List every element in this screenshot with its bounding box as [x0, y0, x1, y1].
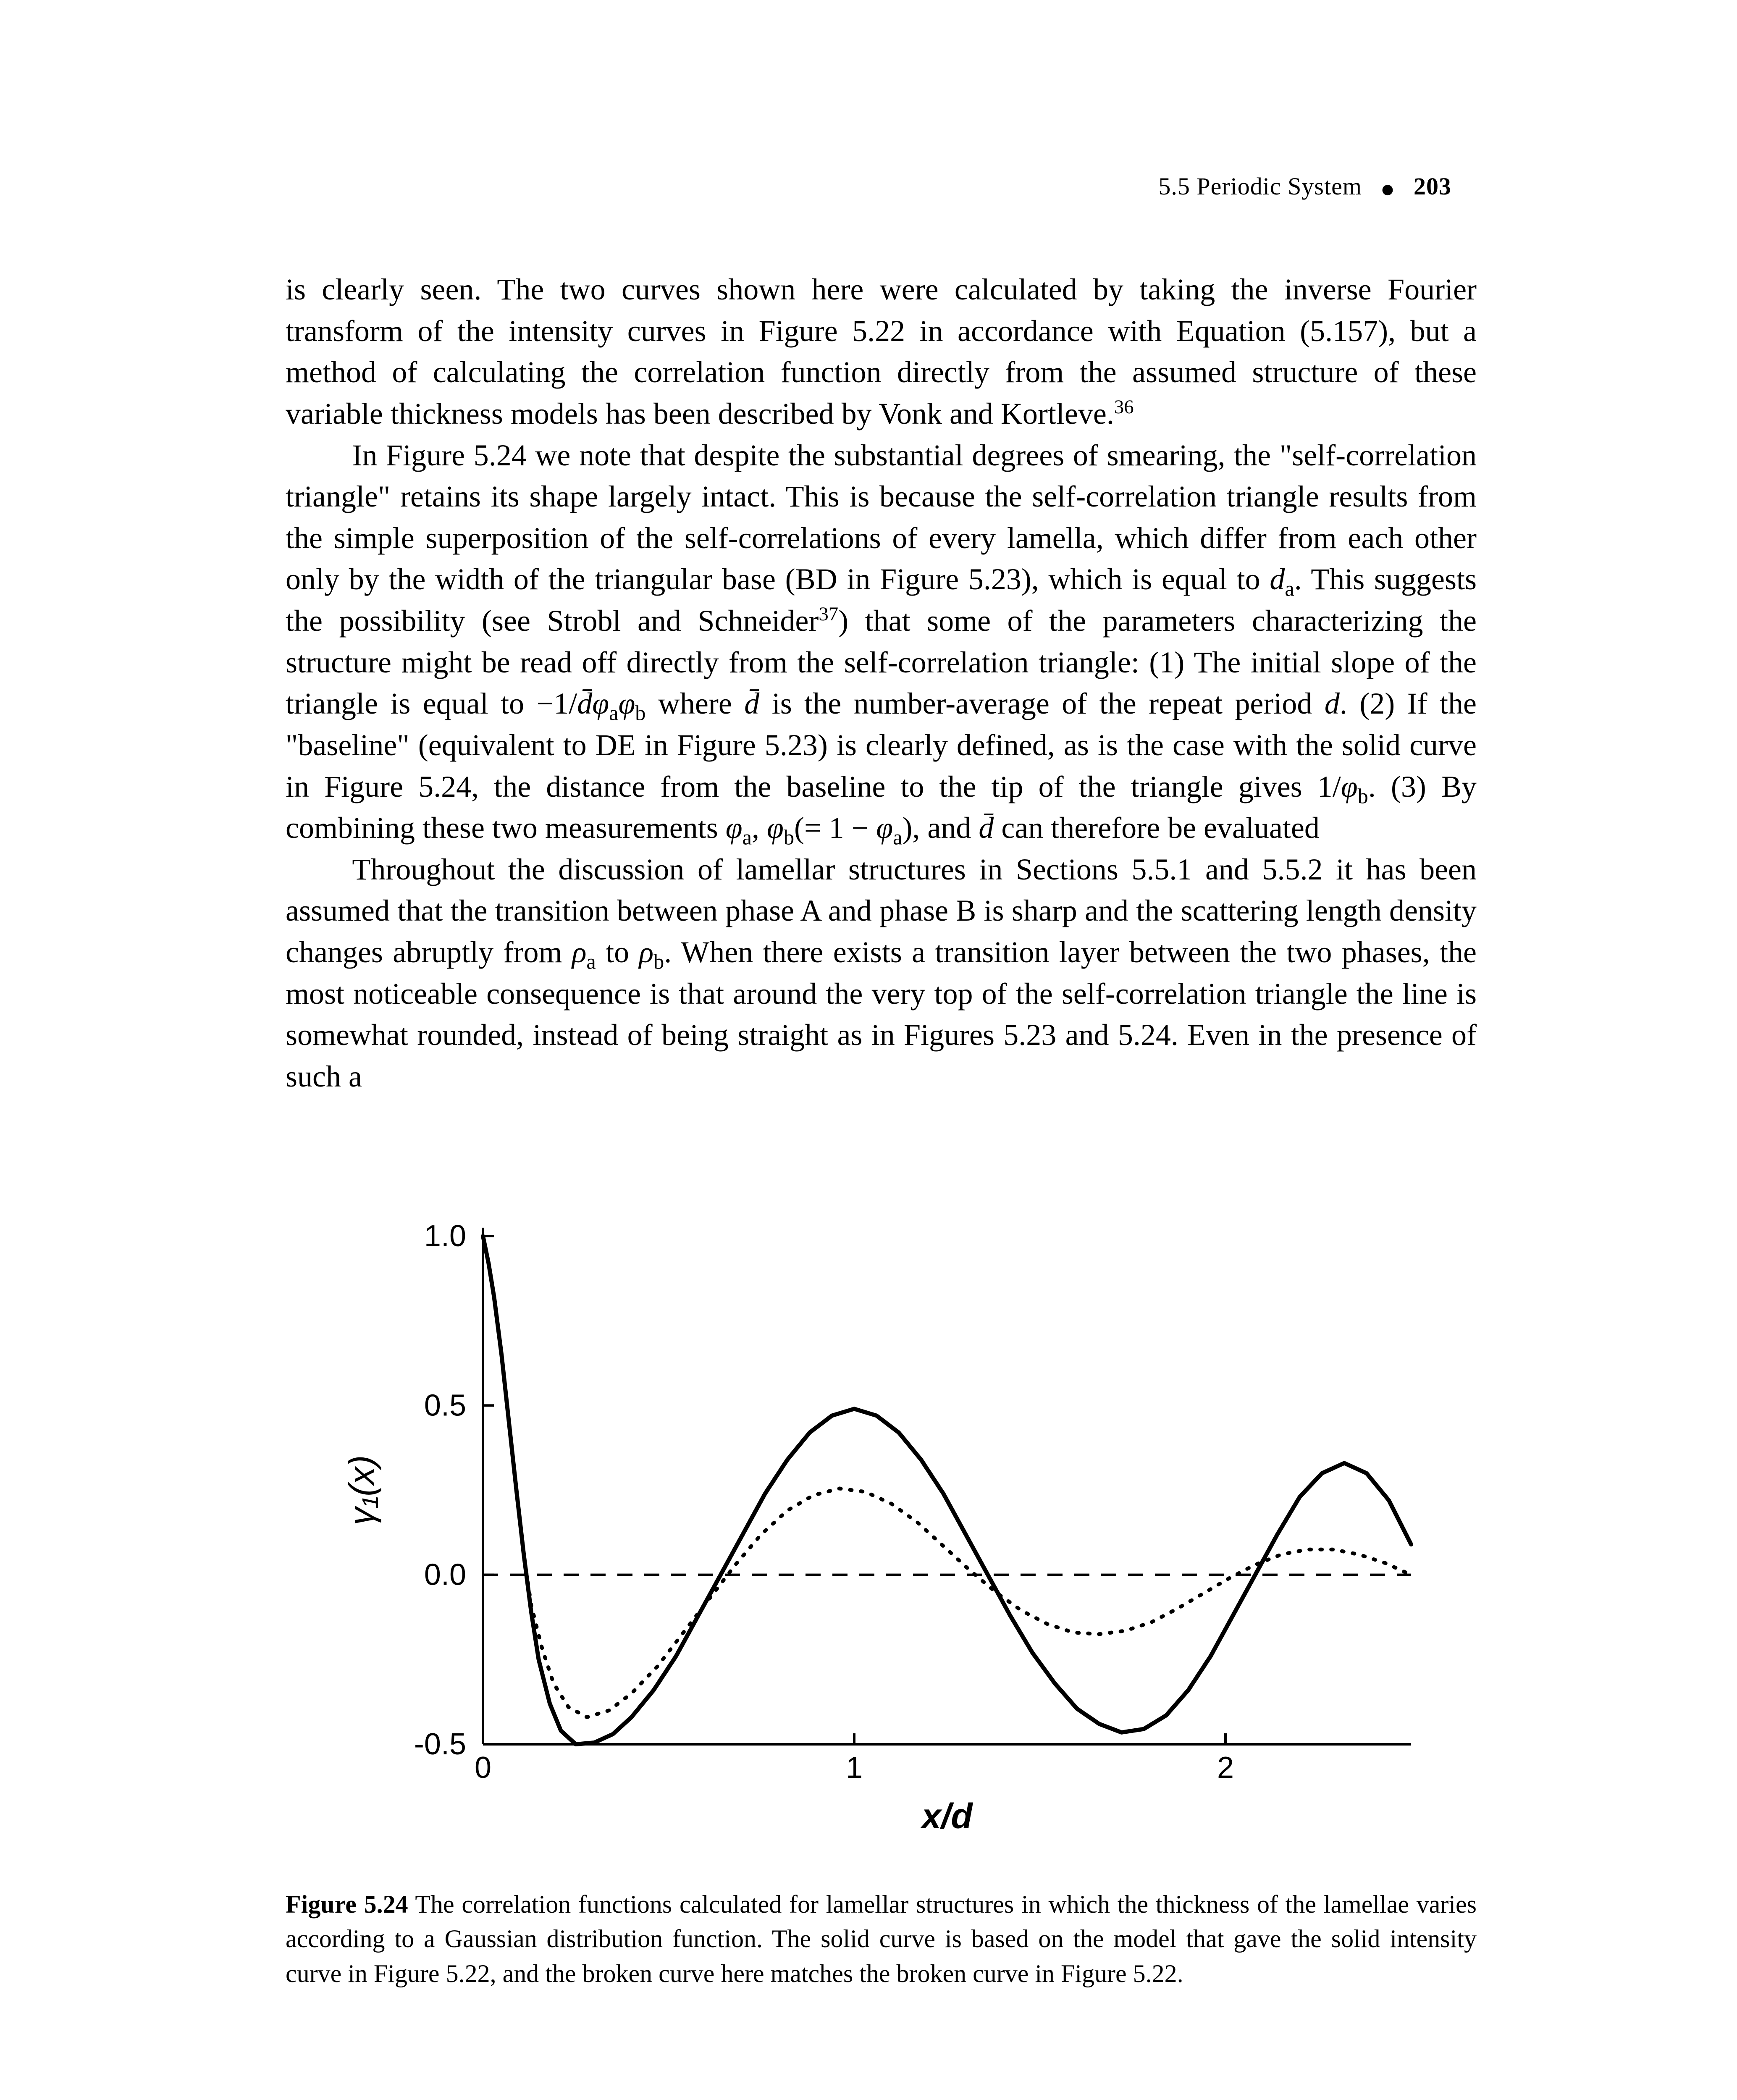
- p2d: where: [646, 687, 745, 720]
- running-header: 5.5 Periodic System ● 203: [1158, 172, 1451, 203]
- ref-36: 36: [1114, 396, 1134, 418]
- figure-caption: Figure 5.24 The correlation functions ca…: [286, 1887, 1477, 1991]
- sym-phib2: φ: [1341, 770, 1358, 803]
- sym-phia2: φ: [726, 811, 743, 845]
- para1-text: is clearly seen. The two curves shown he…: [286, 273, 1477, 430]
- sym-phia1-sub: a: [609, 701, 618, 725]
- ref-37: 37: [819, 603, 838, 625]
- sym-phib1-sub: b: [635, 701, 645, 725]
- p2e: is the number-average of the repeat peri…: [759, 687, 1325, 720]
- svg-text:1: 1: [846, 1751, 863, 1785]
- sym-rhoa-sub: a: [586, 950, 596, 973]
- sym-rhob-sub: b: [653, 950, 664, 973]
- svg-text:-0.5: -0.5: [414, 1727, 466, 1761]
- p3b: to: [596, 935, 639, 969]
- svg-text:2: 2: [1217, 1751, 1234, 1785]
- paragraph-1: is clearly seen. The two curves shown he…: [286, 269, 1477, 435]
- sym-phib2-sub: b: [1358, 784, 1368, 808]
- correlation-chart: 0 1 2 -0.5 0.0 0.5 1.0 x/d γ₁(x): [336, 1190, 1449, 1870]
- sym-phia3-sub: a: [893, 826, 902, 849]
- bullet-icon: ●: [1380, 175, 1395, 203]
- figure-caption-text: The correlation functions calculated for…: [286, 1890, 1477, 1988]
- page: 5.5 Periodic System ● 203 is clearly see…: [0, 0, 1737, 2100]
- sym-phib3-sub: b: [784, 826, 794, 849]
- svg-text:x/d: x/d: [920, 1796, 973, 1836]
- sym-phia2-sub: a: [743, 826, 752, 849]
- svg-text:1.0: 1.0: [424, 1219, 466, 1253]
- body-text: is clearly seen. The two curves shown he…: [286, 269, 1477, 1097]
- svg-text:0.0: 0.0: [424, 1558, 466, 1591]
- sym-rhob: ρ: [639, 935, 653, 969]
- sym-phib3: φ: [767, 811, 784, 845]
- section-title: 5.5 Periodic System: [1158, 173, 1362, 200]
- sym-dbar1: d̄: [577, 687, 592, 720]
- sym-da-sub: a: [1285, 577, 1294, 601]
- sym-d: d: [1325, 687, 1340, 720]
- svg-text:0.5: 0.5: [424, 1389, 466, 1422]
- sym-rhoa: ρ: [572, 935, 587, 969]
- paragraph-2: In Figure 5.24 we note that despite the …: [286, 435, 1477, 849]
- svg-text:γ₁(x): γ₁(x): [342, 1455, 381, 1525]
- p2j: ), and: [902, 811, 979, 845]
- sym-dbar3: d̄: [979, 811, 994, 845]
- sym-phia3: φ: [876, 811, 893, 845]
- page-number: 203: [1414, 173, 1451, 200]
- sym-phia1: φ: [592, 687, 609, 720]
- sym-da: d: [1270, 562, 1285, 596]
- sym-dbar2: d̄: [744, 687, 759, 720]
- figure-number: Figure 5.24: [286, 1890, 408, 1918]
- p2i: (= 1 −: [794, 811, 876, 845]
- p2h: ,: [752, 811, 767, 845]
- paragraph-3: Throughout the discussion of lamellar st…: [286, 849, 1477, 1097]
- p2k: can therefore be evaluated: [994, 811, 1320, 845]
- sym-phib1: φ: [618, 687, 635, 720]
- figure-5-24: 0 1 2 -0.5 0.0 0.5 1.0 x/d γ₁(x) Figure 5.24 The…: [286, 1190, 1477, 1991]
- svg-text:0: 0: [475, 1751, 491, 1785]
